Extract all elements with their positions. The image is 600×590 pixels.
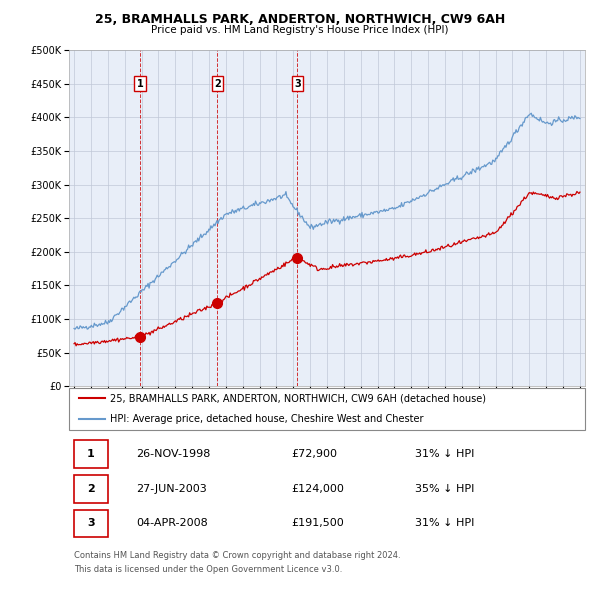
Text: 31% ↓ HPI: 31% ↓ HPI xyxy=(415,519,474,529)
Text: 3: 3 xyxy=(87,519,95,529)
Text: £72,900: £72,900 xyxy=(291,449,337,459)
Text: 3: 3 xyxy=(294,79,301,88)
Text: 1: 1 xyxy=(87,449,95,459)
Text: 25, BRAMHALLS PARK, ANDERTON, NORTHWICH, CW9 6AH: 25, BRAMHALLS PARK, ANDERTON, NORTHWICH,… xyxy=(95,13,505,26)
FancyBboxPatch shape xyxy=(69,388,585,430)
Text: 2: 2 xyxy=(214,79,221,88)
Text: 31% ↓ HPI: 31% ↓ HPI xyxy=(415,449,474,459)
Text: 27-JUN-2003: 27-JUN-2003 xyxy=(136,484,207,494)
FancyBboxPatch shape xyxy=(74,475,108,503)
FancyBboxPatch shape xyxy=(74,440,108,468)
FancyBboxPatch shape xyxy=(74,510,108,537)
Text: Contains HM Land Registry data © Crown copyright and database right 2024.: Contains HM Land Registry data © Crown c… xyxy=(74,550,401,559)
Text: 25, BRAMHALLS PARK, ANDERTON, NORTHWICH, CW9 6AH (detached house): 25, BRAMHALLS PARK, ANDERTON, NORTHWICH,… xyxy=(110,394,486,404)
Text: £191,500: £191,500 xyxy=(291,519,344,529)
Text: 1: 1 xyxy=(136,79,143,88)
Text: This data is licensed under the Open Government Licence v3.0.: This data is licensed under the Open Gov… xyxy=(74,565,343,574)
Text: 26-NOV-1998: 26-NOV-1998 xyxy=(136,449,211,459)
Text: HPI: Average price, detached house, Cheshire West and Chester: HPI: Average price, detached house, Ches… xyxy=(110,414,424,424)
Text: Price paid vs. HM Land Registry's House Price Index (HPI): Price paid vs. HM Land Registry's House … xyxy=(151,25,449,35)
Text: £124,000: £124,000 xyxy=(291,484,344,494)
Text: 2: 2 xyxy=(87,484,95,494)
Text: 35% ↓ HPI: 35% ↓ HPI xyxy=(415,484,474,494)
Text: 04-APR-2008: 04-APR-2008 xyxy=(136,519,208,529)
